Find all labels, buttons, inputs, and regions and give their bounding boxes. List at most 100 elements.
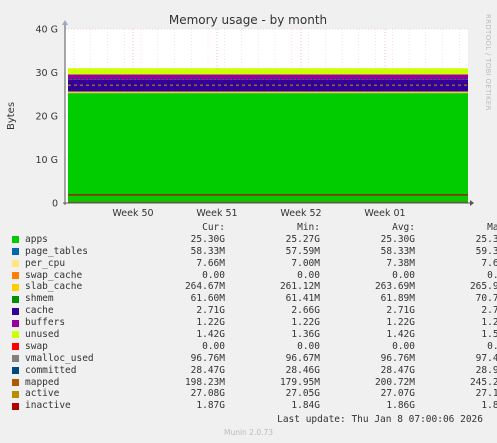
legend-value-avg: 1.22G xyxy=(386,317,415,329)
legend-swatch xyxy=(12,379,19,387)
x-tick-label: Week 52 xyxy=(280,208,321,219)
legend-row-mapped: mapped 198.23M 179.95M 200.72M 245.29M xyxy=(12,377,497,389)
legend-value-min: 0.00 xyxy=(297,340,320,352)
legend-value-cur: 1.42G xyxy=(196,329,225,341)
legend-label: mapped xyxy=(25,376,60,388)
y-tick-label: 20 G xyxy=(36,112,58,123)
legend-swatch xyxy=(12,402,19,410)
rrdtool-label: RRDTOOL / TOBI OETIKER xyxy=(484,14,492,111)
area-slab_cache xyxy=(68,91,468,93)
legend-value-min: 61.41M xyxy=(285,293,320,305)
x-tick-labels: Week 50 Week 51 Week 52 Week 01 xyxy=(112,208,405,219)
legend-header: Cur: Min: Avg: Max: xyxy=(12,222,497,234)
legend-value-max: 245.29M xyxy=(469,376,497,388)
legend-row-swap: swap 0.00 0.00 0.00 0.00 xyxy=(12,341,497,353)
legend-value-cur: 61.60M xyxy=(190,293,225,305)
legend-label: per_cpu xyxy=(25,257,66,269)
legend-label: buffers xyxy=(25,317,66,329)
legend-value-max: 0.00 xyxy=(487,269,497,281)
legend-value-avg: 28.47G xyxy=(380,364,415,376)
legend-value-avg: 27.07G xyxy=(380,388,415,400)
legend-value-cur: 25.30G xyxy=(190,233,225,245)
legend-swatch xyxy=(12,236,19,244)
legend-value-avg: 200.72M xyxy=(374,376,415,388)
legend-label: cache xyxy=(25,305,54,317)
x-tick-label: Week 50 xyxy=(112,208,153,219)
legend-label: page_tables xyxy=(25,245,88,257)
legend-value-max: 70.74M xyxy=(475,293,497,305)
chart-title: Memory usage - by month xyxy=(169,13,327,27)
legend-value-max: 0.00 xyxy=(487,340,497,352)
legend-row-unused: unused 1.42G 1.36G 1.42G 1.51G xyxy=(12,329,497,341)
legend-value-cur: 96.76M xyxy=(190,352,225,364)
legend-row-vmalloc_used: vmalloc_used 96.76M 96.67M 96.76M 97.40M xyxy=(12,353,497,365)
legend-swatch xyxy=(12,367,19,375)
legend-swatch xyxy=(12,248,19,256)
legend-value-min: 1.84G xyxy=(291,400,320,412)
legend-value-cur: 2.71G xyxy=(196,305,225,317)
legend-label: unused xyxy=(25,329,60,341)
legend-value-min: 28.46G xyxy=(285,364,320,376)
area-buffers xyxy=(68,74,468,80)
legend-row-shmem: shmem 61.60M 61.41M 61.89M 70.74M xyxy=(12,293,497,305)
x-tick-label: Week 01 xyxy=(364,208,405,219)
legend-value-max: 265.95M xyxy=(469,281,497,293)
legend-value-min: 179.95M xyxy=(279,376,320,388)
legend-value-min: 1.22G xyxy=(291,317,320,329)
legend-value-max: 1.22G xyxy=(481,317,497,329)
legend-row-committed: committed 28.47G 28.46G 28.47G 28.95G xyxy=(12,365,497,377)
area-per_cpu xyxy=(68,92,468,94)
legend-row-buffers: buffers 1.22G 1.22G 1.22G 1.22G xyxy=(12,317,497,329)
legend-value-avg: 0.00 xyxy=(392,269,415,281)
legend-value-min: 96.67M xyxy=(285,352,320,364)
legend-swatch xyxy=(12,295,19,303)
legend-value-avg: 1.42G xyxy=(386,329,415,341)
legend-label: active xyxy=(25,388,60,400)
legend-value-avg: 2.71G xyxy=(386,305,415,317)
legend-swatch xyxy=(12,260,19,268)
legend-swatch xyxy=(12,355,19,363)
legend-label: slab_cache xyxy=(25,281,83,293)
y-tick-label: 0 xyxy=(52,199,58,210)
legend-value-cur: 1.87G xyxy=(196,400,225,412)
legend-table: Cur: Min: Avg: Max: apps 25.30G 25.27G 25.3… xyxy=(12,222,497,412)
legend-value-avg: 263.69M xyxy=(374,281,415,293)
legend-row-active: active 27.08G 27.05G 27.07G 27.12G xyxy=(12,388,497,400)
legend-value-avg: 7.38M xyxy=(386,257,415,269)
legend-value-avg: 25.30G xyxy=(380,233,415,245)
legend-swatch xyxy=(12,307,19,315)
legend-value-min: 0.00 xyxy=(297,269,320,281)
y-tick-label: 10 G xyxy=(36,155,58,166)
legend-value-cur: 1.22G xyxy=(196,317,225,329)
legend-value-cur: 264.67M xyxy=(184,281,225,293)
legend-swatch xyxy=(12,272,19,279)
legend-value-cur: 27.08G xyxy=(190,388,225,400)
legend-value-cur: 198.23M xyxy=(184,376,225,388)
munin-version: Munin 2.0.73 xyxy=(223,428,274,437)
legend-header-cur: Cur: xyxy=(202,222,225,233)
legend-label: swap_cache xyxy=(25,269,83,281)
legend-label: inactive xyxy=(25,400,71,412)
legend-value-cur: 0.00 xyxy=(202,269,225,281)
legend-value-max: 27.12G xyxy=(475,388,497,400)
y-tick-label: 40 G xyxy=(36,25,58,36)
legend-value-cur: 0.00 xyxy=(202,340,225,352)
legend-row-per_cpu: per_cpu 7.66M 7.00M 7.38M 7.66M xyxy=(12,258,497,270)
legend-value-min: 261.12M xyxy=(279,281,320,293)
y-tick-label: 30 G xyxy=(36,68,58,79)
chart-area: Memory usage - by month Bytes 0 10 G 20 G 3… xyxy=(6,13,474,219)
legend-value-min: 25.27G xyxy=(285,233,320,245)
legend-label: shmem xyxy=(25,293,54,305)
y-tick-labels: 0 10 G 20 G 30 G 40 G xyxy=(36,25,58,210)
area-apps xyxy=(68,92,468,203)
legend-row-cache: cache 2.71G 2.66G 2.71G 2.73G xyxy=(12,305,497,317)
legend-row-apps: apps 25.30G 25.27G 25.30G 25.35G xyxy=(12,234,497,246)
legend-row-inactive: inactive 1.87G 1.84G 1.86G 1.87G xyxy=(12,400,497,412)
data-areas xyxy=(68,68,468,203)
legend-value-cur: 28.47G xyxy=(190,364,225,376)
legend-label: swap xyxy=(25,340,48,352)
legend-value-min: 2.66G xyxy=(291,305,320,317)
legend-label: apps xyxy=(25,233,48,245)
legend-value-cur: 7.66M xyxy=(196,257,225,269)
legend-value-min: 57.59M xyxy=(285,245,320,257)
